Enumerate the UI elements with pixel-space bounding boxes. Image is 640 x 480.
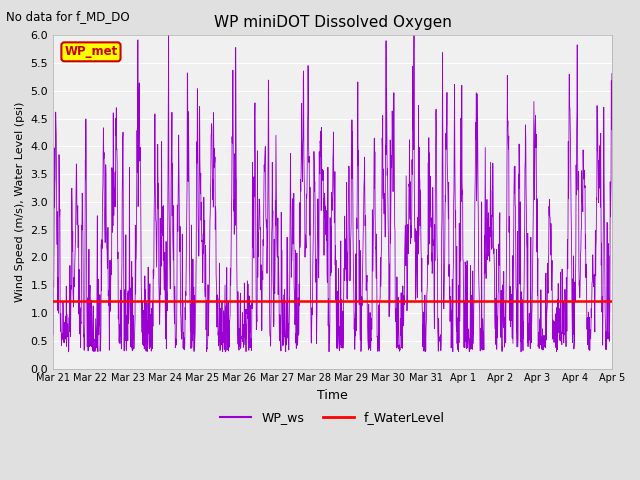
Text: WP_met: WP_met <box>65 45 118 59</box>
Legend: WP_ws, f_WaterLevel: WP_ws, f_WaterLevel <box>215 406 450 429</box>
X-axis label: Time: Time <box>317 389 348 402</box>
Title: WP miniDOT Dissolved Oxygen: WP miniDOT Dissolved Oxygen <box>214 15 451 30</box>
Text: No data for f_MD_DO: No data for f_MD_DO <box>6 10 130 23</box>
Y-axis label: Wind Speed (m/s), Water Level (psi): Wind Speed (m/s), Water Level (psi) <box>15 102 25 302</box>
